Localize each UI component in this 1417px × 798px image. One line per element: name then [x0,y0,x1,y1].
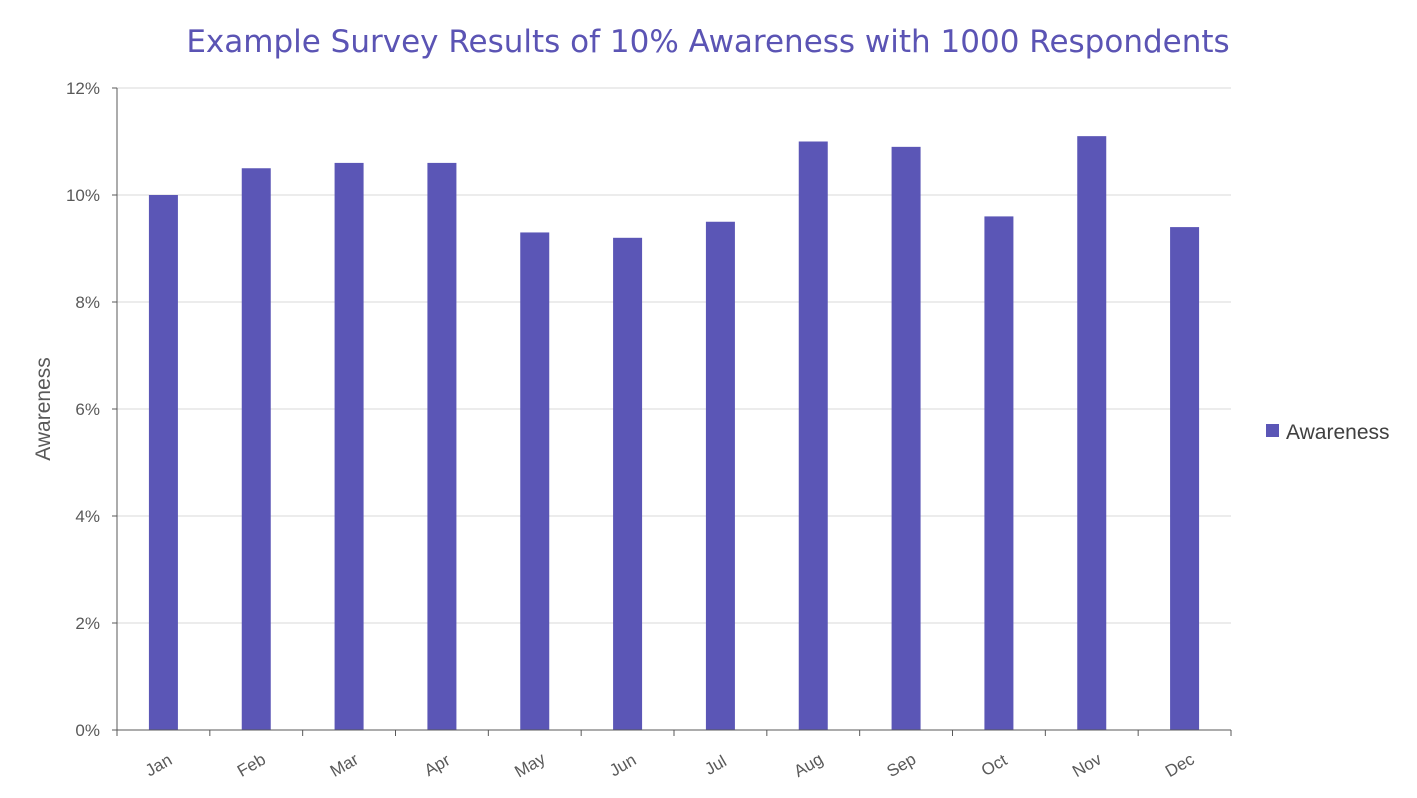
bar-mar [334,162,364,730]
y-tick-label: 2% [75,614,100,633]
x-tick-label: Mar [327,750,362,781]
bar-apr [427,162,457,730]
x-tick-label: Nov [1069,749,1105,781]
x-tick-label: Apr [421,750,454,780]
x-tick-label: Aug [791,749,827,781]
x-tick-label: Jan [142,750,175,780]
bars [148,136,1200,731]
x-tick-label: May [511,749,549,782]
bar-oct [984,216,1014,730]
bar-feb [241,168,271,730]
bar-nov [1077,136,1107,730]
y-tick-label: 10% [66,186,100,205]
x-tick-label: Jul [702,752,730,779]
bar-aug [798,141,828,730]
bar-jul [705,221,735,730]
bar-jan [148,195,178,730]
y-tick-label: 12% [66,79,100,98]
x-tick-label: Sep [883,749,919,781]
y-tick-label: 0% [75,721,100,740]
gridlines [117,87,1231,624]
legend-swatch-awareness [1266,424,1279,437]
x-tick-label: Dec [1162,749,1198,781]
legend-label-awareness: Awareness [1286,421,1390,444]
bar-jun [613,237,643,731]
y-tick-label: 8% [75,293,100,312]
x-tick-label: Oct [978,750,1011,780]
y-axis-title: Awareness [32,357,55,461]
bar-dec [1170,227,1200,730]
x-tick-label: Feb [234,750,269,781]
y-tick-label: 4% [75,507,100,526]
bar-may [520,232,550,730]
x-tick-label: Jun [606,750,639,780]
legend: Awareness [1266,421,1390,444]
chart-title: Example Survey Results of 10% Awareness … [186,24,1229,60]
bar-sep [891,146,921,731]
axes [112,87,1232,736]
y-tick-label: 6% [75,400,100,419]
